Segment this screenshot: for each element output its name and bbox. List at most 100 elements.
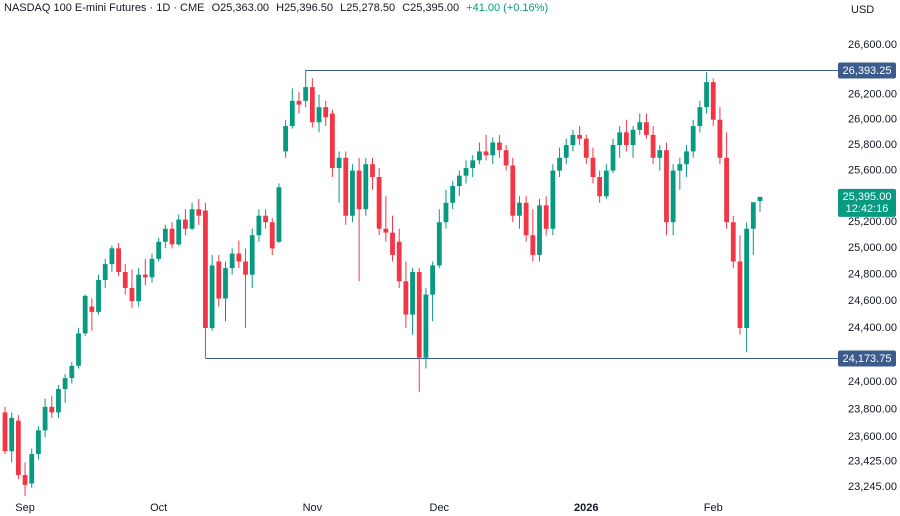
- candle-body: [650, 134, 656, 158]
- candle-body: [396, 241, 402, 282]
- x-tick-label: Dec: [430, 502, 450, 514]
- candle-body: [403, 281, 409, 315]
- y-tick-label: 24,400.00: [848, 322, 897, 334]
- candle-body: [122, 272, 128, 288]
- candle-body: [283, 126, 289, 152]
- y-tick-label: 26,000.00: [848, 114, 897, 126]
- candle-body: [96, 279, 101, 312]
- candle-body: [416, 272, 422, 358]
- x-tick-label: Feb: [704, 502, 723, 514]
- candle-body: [76, 333, 81, 366]
- candle-body: [710, 82, 716, 120]
- candle-body: [563, 145, 569, 158]
- candle-body: [156, 241, 162, 259]
- symbol: NASDAQ 100 E-mini Futures · 1D · CME: [4, 2, 205, 14]
- candle-body: [543, 205, 549, 229]
- candle-body: [323, 107, 329, 118]
- ohlc-close: C25,395.00: [402, 2, 460, 14]
- candle-body: [436, 222, 442, 266]
- candle-body: [470, 160, 476, 169]
- ohlc-open: O25,363.00: [211, 2, 270, 14]
- candle-body: [203, 210, 208, 328]
- candle-body: [577, 134, 583, 139]
- candle-body: [697, 107, 703, 127]
- last-price-tag: [838, 188, 896, 217]
- candle-body: [276, 187, 282, 242]
- candle-body: [623, 132, 629, 146]
- candle-body: [657, 150, 663, 158]
- candle-body: [644, 122, 649, 135]
- candle-body: [82, 295, 88, 334]
- candle-body: [223, 268, 228, 299]
- candle-body: [476, 151, 482, 161]
- candle-body: [637, 122, 643, 130]
- candle-body: [376, 176, 382, 229]
- candle-body: [36, 430, 41, 455]
- candle-body: [690, 126, 696, 152]
- candle-body: [102, 264, 108, 280]
- candle-body: [309, 87, 315, 123]
- candle-body: [704, 82, 709, 108]
- y-tick-label: 24,000.00: [848, 376, 897, 388]
- candle-body: [343, 157, 349, 216]
- candle-body: [363, 164, 369, 210]
- x-tick-label: Oct: [150, 502, 167, 514]
- candle-body: [610, 145, 616, 171]
- x-tick-label: Sep: [15, 502, 35, 514]
- candle-body: [9, 417, 15, 452]
- y-tick-label: 25,600.00: [848, 164, 897, 176]
- candle-body: [196, 209, 202, 216]
- candle-body: [256, 215, 262, 236]
- level-tag: [838, 350, 896, 367]
- candle-body: [182, 219, 188, 229]
- candle-body: [590, 157, 596, 177]
- candle-body: [69, 365, 75, 379]
- candle-body: [56, 389, 61, 413]
- candle-body: [730, 222, 736, 262]
- currency-label: USD: [851, 4, 874, 16]
- candle-body: [296, 100, 302, 105]
- y-tick-label: 26,600.00: [848, 39, 897, 51]
- candle-body: [490, 142, 496, 156]
- candle-body: [630, 129, 636, 146]
- candle-body: [289, 100, 295, 127]
- y-tick-label: 23,245.00: [848, 481, 897, 493]
- candle-body: [316, 107, 322, 123]
- candle-body: [684, 151, 689, 165]
- candle-body: [530, 235, 536, 255]
- y-tick-label: 25,200.00: [848, 216, 897, 228]
- candle-body: [517, 202, 522, 216]
- candle-body: [269, 222, 275, 249]
- countdown-label: 12:42:16: [846, 203, 889, 215]
- candle-body: [303, 87, 309, 101]
- candle-body: [383, 228, 389, 233]
- candle-body: [597, 176, 603, 197]
- level-tag: [838, 62, 896, 79]
- candle-body: [750, 202, 756, 229]
- candle-body: [523, 202, 529, 236]
- candle-body: [583, 138, 589, 158]
- candle-body: [483, 151, 489, 156]
- candle-body: [22, 475, 28, 485]
- candle-body: [724, 157, 729, 223]
- x-tick-label: Nov: [303, 502, 323, 514]
- candle-body: [236, 253, 242, 262]
- candle-body: [243, 261, 248, 275]
- candle-body: [463, 168, 469, 176]
- candle-body: [670, 170, 676, 223]
- y-tick-label: 26,200.00: [848, 89, 897, 101]
- candle-body: [677, 164, 683, 171]
- candle-body: [49, 406, 55, 413]
- candle-body: [169, 228, 175, 245]
- candle-body: [216, 261, 222, 299]
- candle-body: [423, 294, 429, 358]
- header: NASDAQ 100 E-mini Futures · 1D · CME O25…: [4, 2, 552, 14]
- candle-body: [737, 261, 743, 328]
- candle-body: [29, 454, 35, 484]
- y-tick-label: 23,800.00: [848, 404, 897, 416]
- y-tick-label: 23,600.00: [848, 431, 897, 443]
- candle-body: [42, 406, 48, 431]
- candle-body: [450, 185, 456, 203]
- candle-body: [356, 170, 362, 210]
